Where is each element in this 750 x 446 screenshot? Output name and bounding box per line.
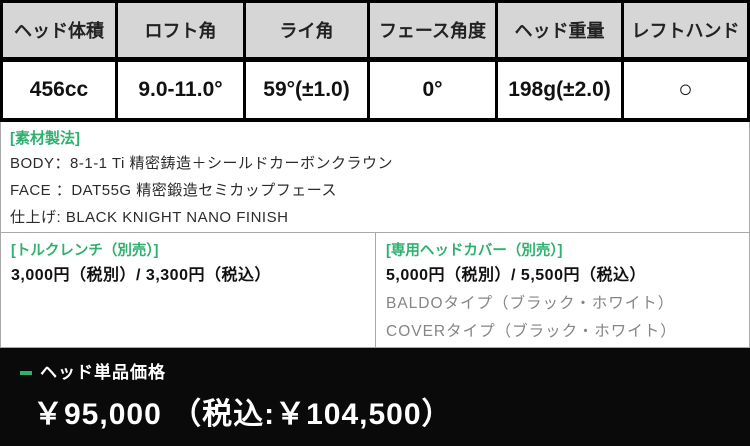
torque-wrench-box: [トルクレンチ（別売）] 3,000円（税別）/ 3,300円（税込） — [0, 233, 375, 348]
headcover-option-cover: COVERタイプ（ブラック・ホワイト） — [386, 323, 677, 340]
spec-header-head-weight: ヘッド重量 — [498, 3, 621, 57]
spec-header-head-volume: ヘッド体積 — [3, 3, 115, 57]
materials-body-line: BODY：8-1-1 Ti 精密鋳造＋シールドカーボンクラウン — [10, 155, 394, 172]
price-amount: ￥95,000 （税込:￥104,500） — [33, 398, 453, 431]
torque-wrench-price: 3,000円（税別）/ 3,300円（税込） — [11, 267, 271, 284]
price-label: ヘッド単品価格 — [40, 363, 166, 382]
headcover-title: [専用ヘッドカバー（別売）] — [386, 243, 563, 259]
spec-value-face-angle: 0° — [370, 61, 495, 118]
materials-title: [素材製法] — [10, 130, 80, 147]
headcover-option-baldo: BALDOタイプ（ブラック・ホワイト） — [386, 295, 675, 312]
materials-finish-line: 仕上げ: BLACK KNIGHT NANO FINISH — [10, 209, 289, 226]
spec-value-left-hand-circle: ○ — [624, 61, 747, 118]
spec-header-left-hand: レフトハンド — [624, 3, 747, 57]
materials-face-line: FACE ：DAT55G 精密鍛造セミカップフェース — [10, 182, 338, 199]
spec-header-loft-angle: ロフト角 — [118, 3, 243, 57]
green-dash-icon — [20, 371, 32, 375]
spec-value-loft-angle: 9.0-11.0° — [118, 61, 243, 118]
headcover-box: [専用ヘッドカバー（別売）] 5,000円（税別）/ 5,500円（税込） BA… — [375, 233, 750, 348]
spec-header-lie-angle: ライ角 — [246, 3, 367, 57]
price-label-row: ヘッド単品価格 — [0, 361, 750, 385]
accessories-section: [トルクレンチ（別売）] 3,000円（税別）/ 3,300円（税込） [専用ヘ… — [0, 233, 750, 348]
spec-value-head-volume: 456cc — [3, 61, 115, 118]
spec-value-lie-angle: 59°(±1.0) — [246, 61, 367, 118]
price-bar: ヘッド単品価格 ￥95,000 （税込:￥104,500） — [0, 348, 750, 446]
materials-section: [素材製法] BODY：8-1-1 Ti 精密鋳造＋シールドカーボンクラウン F… — [0, 122, 750, 233]
torque-wrench-title: [トルクレンチ（別売）] — [11, 243, 159, 259]
spec-header-face-angle: フェース角度 — [370, 3, 495, 57]
spec-table: ヘッド体積 ロフト角 ライ角 フェース角度 ヘッド重量 レフトハンド 456cc… — [0, 0, 750, 122]
headcover-price: 5,000円（税別）/ 5,500円（税込） — [386, 267, 646, 284]
spec-value-head-weight: 198g(±2.0) — [498, 61, 621, 118]
